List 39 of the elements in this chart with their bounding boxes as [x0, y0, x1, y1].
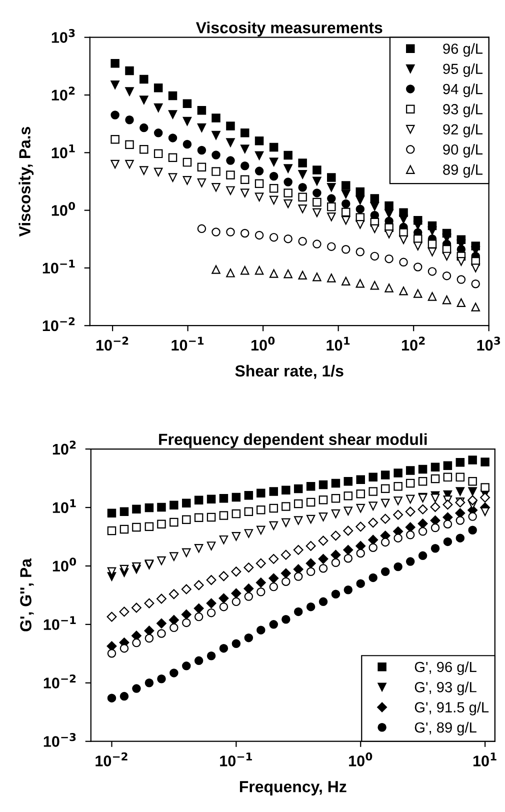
- x-tick-label: 10$^{1}$: [326, 336, 350, 351]
- legend-label: 94 g/L: [443, 84, 483, 98]
- x-tick-label: 10$^{2}$: [402, 336, 425, 351]
- legend-label: G', 93 g/L: [414, 682, 476, 696]
- y-axis-title: Viscosity, Pa.s: [18, 126, 34, 237]
- x-axis-title: Shear rate, 1/s: [235, 364, 344, 379]
- y-tick-label: 10$^{−1}$: [44, 616, 76, 630]
- chart-title: Viscosity measurements: [196, 22, 382, 36]
- x-tick-label: 10$^{0}$: [349, 752, 372, 766]
- y-tick-label: 10$^{2}$: [52, 86, 75, 101]
- y-axis-title: G', G'', Pa: [20, 558, 34, 632]
- y-tick-label: 10$^{−1}$: [42, 260, 75, 274]
- legend-label: G', 91.5 g/L: [414, 702, 489, 716]
- legend-label: 92 g/L: [443, 124, 483, 138]
- y-tick-label: 10$^{−2}$: [44, 674, 76, 688]
- x-tick-label: 10$^{−2}$: [96, 336, 128, 351]
- x-tick-label: 10$^{−1}$: [172, 336, 204, 351]
- y-tick-label: 10$^{1}$: [52, 144, 75, 158]
- legend-label: G', 96 g/L: [414, 661, 476, 676]
- x-tick-label: 10$^{−2}$: [96, 752, 128, 766]
- y-tick-label: 10$^{2}$: [52, 440, 76, 455]
- x-axis-title: Frequency, Hz: [240, 781, 346, 796]
- legend-label: G', 89 g/L: [414, 722, 476, 736]
- y-tick-label: 10$^{0}$: [52, 558, 76, 572]
- legend-label: 93 g/L: [443, 104, 483, 118]
- x-tick-label: 10$^{3}$: [477, 336, 500, 351]
- y-tick-label: 10$^{−3}$: [44, 732, 76, 747]
- y-tick-label: 10$^{−2}$: [42, 317, 75, 332]
- legend-label: 90 g/L: [443, 144, 483, 158]
- y-tick-label: 10$^{1}$: [52, 499, 76, 514]
- y-tick-label: 10$^{3}$: [52, 28, 75, 43]
- chart-title: Frequency dependent shear moduli: [159, 433, 427, 448]
- legend-label: 95 g/L: [443, 63, 483, 77]
- x-tick-label: 10$^{0}$: [251, 336, 275, 351]
- legend-label: 89 g/L: [443, 164, 483, 178]
- x-tick-label: 10$^{−1}$: [220, 752, 252, 766]
- x-tick-label: 10$^{1}$: [473, 752, 496, 766]
- legend-label: 96 g/L: [443, 43, 483, 57]
- y-tick-label: 10$^{0}$: [52, 202, 76, 216]
